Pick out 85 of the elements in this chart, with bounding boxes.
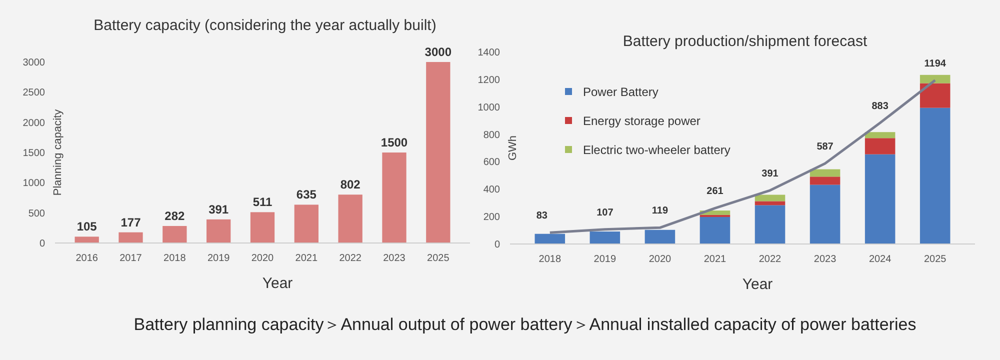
y-tick-label: 1000 — [22, 178, 46, 190]
data-label: 282 — [164, 208, 185, 223]
data-label: 261 — [706, 186, 724, 198]
legend-label: Power Battery — [583, 85, 658, 100]
x-tick-label: 2017 — [120, 253, 142, 264]
x-tick-label: 2019 — [594, 254, 616, 265]
bar — [920, 108, 950, 244]
x-tick-label: 2022 — [339, 253, 362, 264]
bar — [294, 204, 318, 243]
bar — [534, 234, 566, 244]
data-label: 3000 — [424, 45, 452, 59]
legend-label: Electric two-wheeler battery — [583, 143, 730, 158]
y-tick-label: 3000 — [22, 58, 46, 68]
data-label: 635 — [296, 188, 317, 202]
y-tick-label: 2000 — [22, 118, 46, 129]
x-tick-label: 2016 — [76, 253, 98, 264]
data-label: 391 — [762, 168, 779, 180]
x-tick-label: 2019 — [207, 253, 230, 264]
data-label: 587 — [816, 141, 834, 152]
data-label: 177 — [120, 215, 142, 230]
legend-label: Energy storage power — [583, 114, 700, 128]
bar — [590, 232, 620, 244]
x-tick-label: 2024 — [868, 254, 892, 265]
y-tick-label: 1400 — [478, 48, 500, 58]
bar — [920, 83, 950, 108]
data-label: 107 — [596, 207, 614, 218]
data-label: 1194 — [924, 58, 946, 70]
data-label: 511 — [252, 195, 273, 210]
x-tick-label: 2025 — [924, 254, 947, 265]
chart-title: Battery capacity (considering the year actually built) — [94, 17, 436, 34]
x-tick-label: 2020 — [648, 254, 672, 265]
bar — [382, 152, 406, 243]
y-tick-label: 400 — [483, 184, 500, 196]
line-series — [548, 79, 936, 234]
data-label: 883 — [872, 100, 889, 112]
bar — [864, 132, 896, 138]
bar — [162, 226, 187, 243]
bar — [810, 176, 840, 185]
bar — [118, 232, 143, 243]
data-label: 105 — [76, 220, 98, 234]
data-label: 391 — [208, 202, 229, 216]
bar — [754, 205, 786, 244]
x-tick-label: 2023 — [383, 253, 406, 264]
y-tick-label: 0 — [494, 240, 500, 250]
y-tick-label: 800 — [483, 130, 500, 141]
bar — [700, 216, 730, 244]
bar — [338, 194, 362, 243]
x-tick-label: 2021 — [704, 254, 727, 265]
y-axis-title: Planning capacity — [52, 108, 64, 196]
x-tick-label: 2018 — [164, 253, 186, 264]
bar — [206, 219, 231, 243]
y-tick-label: 1000 — [478, 102, 500, 114]
x-tick-label: 2018 — [538, 254, 562, 265]
x-tick-label: 2022 — [758, 254, 782, 265]
y-tick-label: 600 — [483, 157, 500, 168]
bar — [864, 138, 896, 154]
x-tick-label: 2023 — [814, 254, 837, 265]
bar — [864, 154, 896, 244]
data-label: 119 — [652, 206, 668, 217]
bar — [810, 169, 840, 177]
x-tick-label: 2020 — [251, 253, 274, 264]
bar — [810, 184, 840, 244]
y-tick-label: 1500 — [22, 148, 46, 159]
y-tick-label: 1200 — [478, 74, 500, 86]
bar — [920, 74, 950, 84]
chart-title: Battery production/shipment forecast — [622, 33, 868, 50]
bar — [250, 212, 275, 243]
x-tick-label: 2021 — [295, 253, 318, 264]
bar — [74, 236, 99, 243]
bar — [754, 194, 786, 202]
x-tick-label: 2025 — [427, 253, 450, 264]
data-label: 1500 — [380, 136, 408, 150]
y-tick-label: 200 — [483, 212, 500, 224]
x-axis-title: Year — [262, 275, 293, 292]
y-tick-label: 2500 — [22, 88, 46, 99]
y-axis-title: GWh — [507, 135, 519, 161]
y-tick-label: 0 — [39, 238, 46, 250]
data-label: 83 — [536, 210, 548, 222]
bar — [644, 230, 676, 244]
text: Battery planning capacity＞Annual output of power battery＞Annual installed capacity of power batteries — [134, 315, 916, 334]
x-axis-title: Year — [742, 276, 773, 293]
data-label: 802 — [340, 178, 361, 192]
y-tick-label: 500 — [28, 208, 46, 220]
bar — [426, 62, 450, 243]
bar — [754, 201, 786, 206]
